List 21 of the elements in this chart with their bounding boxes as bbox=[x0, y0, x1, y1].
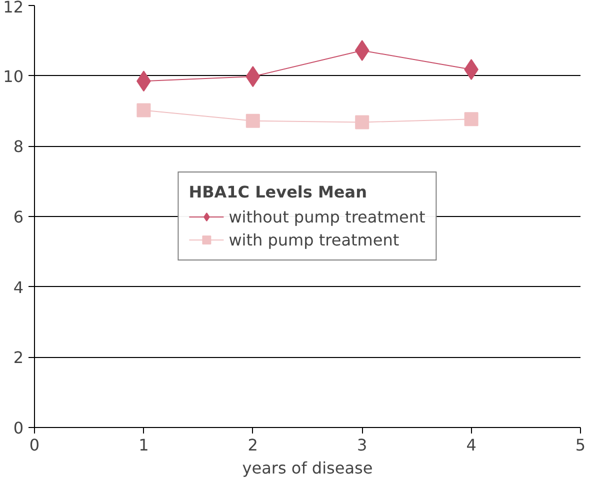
point bbox=[464, 112, 478, 126]
y-tick-label: 6 bbox=[13, 208, 24, 226]
y-tick-label: 10 bbox=[3, 66, 24, 86]
y-tick-label: 8 bbox=[13, 137, 24, 156]
point bbox=[355, 115, 370, 130]
legend-label: with pump treatment bbox=[228, 230, 400, 249]
y-tick-label: 0 bbox=[13, 418, 24, 438]
x-tick-label: 0 bbox=[29, 436, 40, 454]
x-axis-title: years of disease bbox=[242, 458, 373, 478]
x-tick-label: 2 bbox=[248, 436, 258, 454]
y-tick-label: 2 bbox=[13, 348, 24, 368]
legend-title: HBA1C Levels Mean bbox=[188, 182, 368, 202]
y-tick-label: 12 bbox=[3, 0, 24, 16]
point bbox=[136, 103, 151, 118]
x-tick-label: 1 bbox=[138, 436, 149, 454]
x-tick-label: 5 bbox=[575, 436, 586, 454]
legend-label: without pump treatment bbox=[228, 207, 426, 226]
y-tick-label: 4 bbox=[13, 278, 24, 297]
x-tick-label: 4 bbox=[466, 436, 476, 454]
point bbox=[246, 114, 260, 128]
x-tick-label: 3 bbox=[357, 436, 368, 454]
